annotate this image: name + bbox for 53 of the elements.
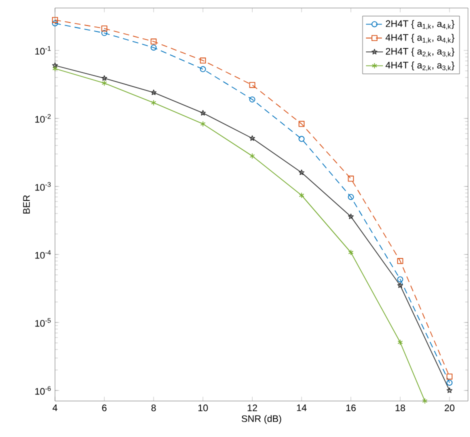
point xyxy=(52,16,58,23)
x-tick-label: 18 xyxy=(396,404,406,412)
x-tick-label: 12 xyxy=(248,404,258,412)
point xyxy=(249,96,256,102)
point xyxy=(52,20,58,26)
y-tick-label: 10$^{-2}$ xyxy=(35,114,51,123)
point xyxy=(397,276,404,282)
y-axis-title: BER xyxy=(23,195,30,214)
x-tick-label: 10 xyxy=(198,404,208,412)
point xyxy=(397,258,404,264)
point xyxy=(298,120,305,127)
point xyxy=(150,38,157,45)
y-tick-label: 10$^{-6}$ xyxy=(35,386,51,395)
point xyxy=(150,90,156,96)
x-tick-label: 4 xyxy=(52,404,58,412)
point xyxy=(249,82,256,88)
x-tick-label: 14 xyxy=(297,404,307,412)
point xyxy=(446,380,452,386)
x-tick-label: 8 xyxy=(151,404,156,412)
point xyxy=(348,249,354,256)
x-tick-label: 6 xyxy=(102,404,107,412)
legend-label: 2H4T { a$_{1,k}$, a$_{4,k}$} xyxy=(386,20,454,30)
point xyxy=(200,110,206,116)
y-tick-label: 10$^{-4}$ xyxy=(35,250,51,259)
point xyxy=(398,339,403,346)
point xyxy=(298,136,305,142)
point xyxy=(298,192,304,198)
point xyxy=(250,153,255,159)
y-tick-label: 10$^{-5}$ xyxy=(35,318,51,327)
y-tick-label: 10$^{-3}$ xyxy=(35,182,51,191)
legend-label: 4H4T { a$_{2,k}$, a$_{3,k}$} xyxy=(386,62,454,71)
point xyxy=(101,25,108,32)
point xyxy=(102,80,107,86)
y-tick-label: 10$^{-1}$ xyxy=(35,46,51,55)
point xyxy=(200,66,206,72)
point xyxy=(348,214,354,220)
point xyxy=(348,194,354,200)
x-axis-title: SNR (dB) xyxy=(242,415,282,424)
point xyxy=(249,135,256,141)
point xyxy=(397,282,404,288)
point xyxy=(446,374,452,380)
point xyxy=(150,44,157,51)
point xyxy=(298,170,304,176)
point xyxy=(200,120,206,127)
legend-label: 4H4T { a$_{1,k}$, a$_{4,k}$} xyxy=(386,34,454,44)
x-tick-label: 20 xyxy=(444,404,454,412)
point xyxy=(348,176,354,182)
x-tick-label: 16 xyxy=(346,404,356,412)
point xyxy=(101,30,108,36)
point xyxy=(101,75,108,81)
point xyxy=(150,100,156,106)
legend-label: 2H4T { a$_{2,k}$, a$_{3,k}$} xyxy=(386,48,454,58)
point xyxy=(200,58,206,64)
